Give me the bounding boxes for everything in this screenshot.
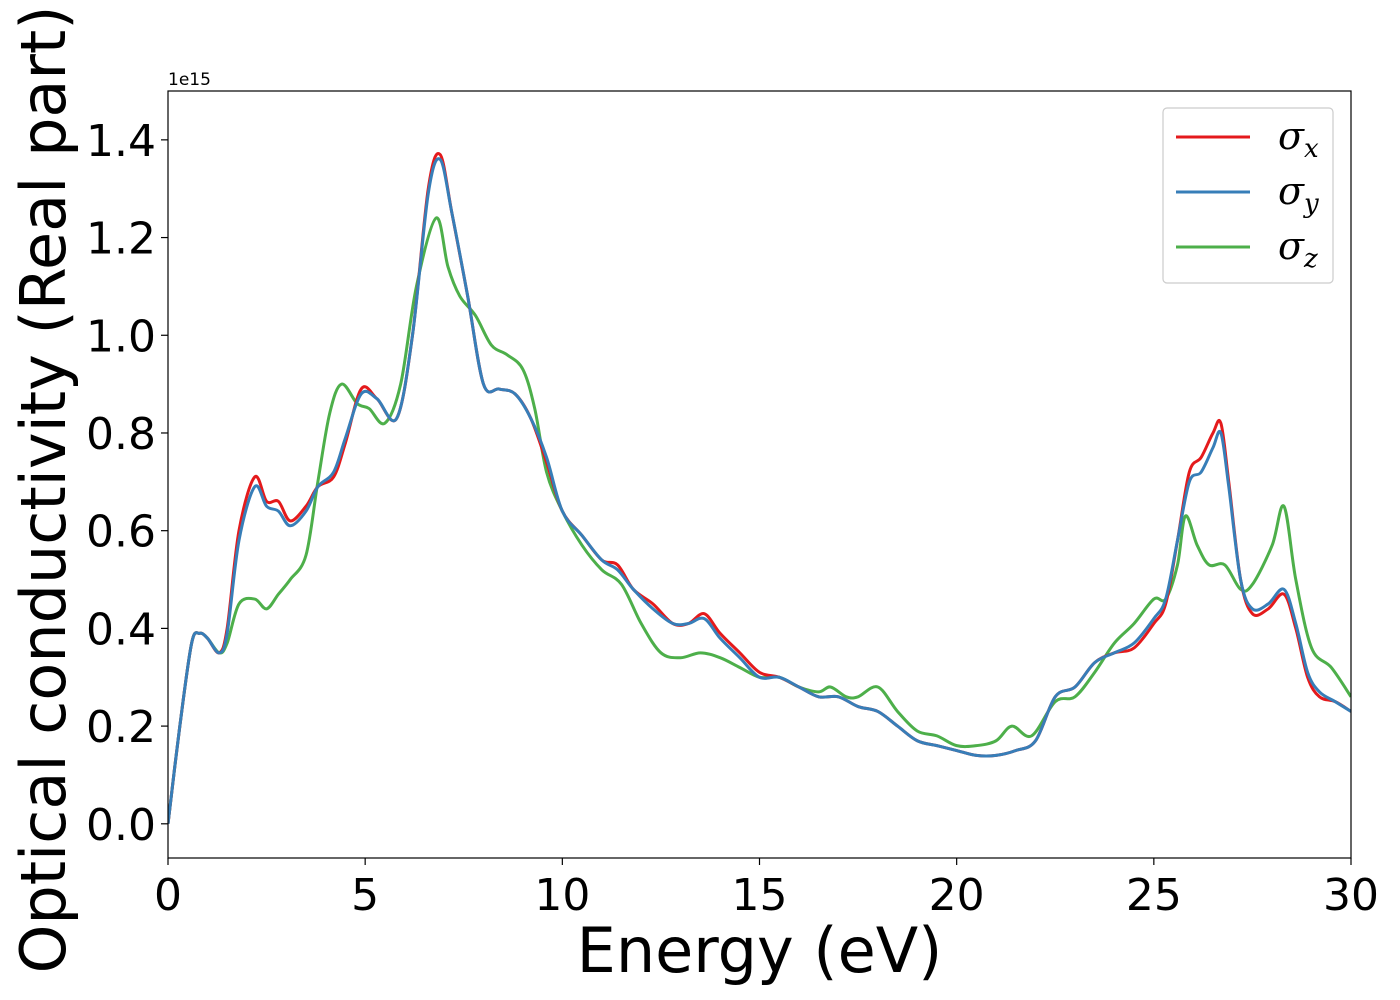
x-tick-label: 5 (351, 870, 379, 921)
x-tick-label: 20 (929, 870, 985, 921)
y-tick-label: 0.4 (86, 604, 156, 655)
legend-label: σx (1278, 114, 1319, 164)
x-tick-label: 30 (1323, 870, 1379, 921)
series-line-y (168, 157, 1351, 824)
y-tick-label: 0.6 (86, 507, 156, 558)
x-axis-label: Energy (eV) (577, 914, 943, 987)
y-axis-label: Optical conductivity (Real part) (7, 6, 80, 974)
legend-label: σy (1278, 169, 1319, 219)
y-tick-label: 1.0 (86, 311, 156, 362)
series-lines (168, 152, 1351, 824)
y-offset-text: 1e15 (168, 70, 211, 90)
legend-box (1162, 107, 1334, 284)
x-tick-label: 0 (154, 870, 182, 921)
x-axis-ticks: 0 5 10 15 20 25 30 (154, 858, 1379, 921)
y-tick-label: 1.2 (86, 214, 156, 265)
legend-label: σz (1278, 224, 1318, 274)
x-tick-label: 25 (1126, 870, 1182, 921)
y-tick-label: 1.4 (86, 116, 156, 167)
y-axis-ticks: 0.0 0.2 0.4 0.6 0.8 1.0 1.2 1.4 (86, 116, 168, 851)
series-line-z (168, 216, 1351, 824)
y-tick-label: 0.2 (86, 702, 156, 753)
y-tick-label: 0.0 (86, 800, 156, 851)
x-tick-label: 15 (732, 870, 788, 921)
y-tick-label: 0.8 (86, 409, 156, 460)
x-tick-label: 10 (534, 870, 590, 921)
